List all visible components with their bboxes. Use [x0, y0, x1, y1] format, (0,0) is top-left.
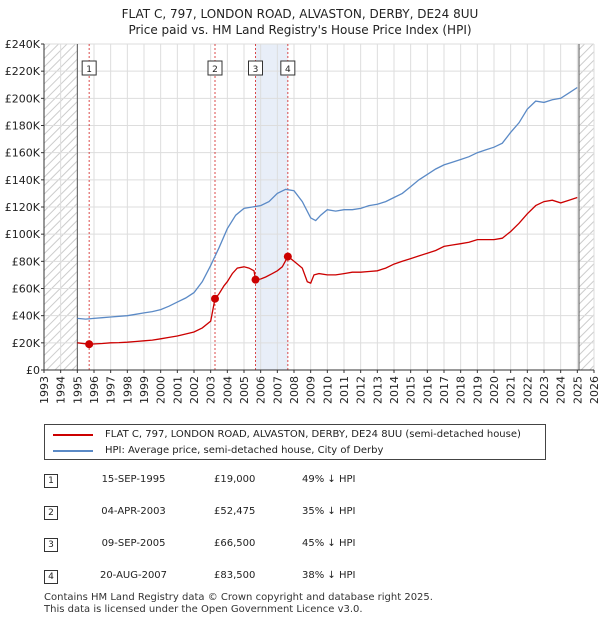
x-tick-label: 2006 — [255, 376, 268, 404]
sale-row: 3 09-SEP-2005 £66,500 45% ↓ HPI — [44, 534, 524, 558]
sale-number-badge: 3 — [44, 538, 58, 552]
sale-date: 04-APR-2003 — [101, 506, 166, 517]
y-tick-label: £0 — [26, 364, 40, 377]
x-tick-label: 1993 — [38, 376, 51, 404]
x-tick-label: 2022 — [521, 376, 534, 404]
sale-label-number: 4 — [285, 65, 291, 75]
sale-hpi-diff: 49% ↓ HPI — [302, 474, 356, 485]
x-tick-label: 2021 — [505, 376, 518, 404]
x-tick-label: 2017 — [438, 376, 451, 404]
x-tick-label: 2014 — [388, 376, 401, 404]
x-tick-label: 2025 — [571, 376, 584, 404]
y-tick-label: £60K — [12, 283, 41, 296]
x-tick-label: 2019 — [471, 376, 484, 404]
sale-point — [283, 252, 292, 261]
x-tick-label: 2013 — [371, 376, 384, 404]
legend-swatch-property — [53, 434, 93, 436]
x-tick-label: 1999 — [138, 376, 151, 404]
x-tick-label: 2007 — [271, 376, 284, 404]
y-tick-label: £20K — [12, 337, 41, 350]
x-tick-label: 2008 — [288, 376, 301, 404]
x-tick-label: 1994 — [55, 376, 68, 404]
y-tick-label: £100K — [5, 228, 41, 241]
sale-row: 2 04-APR-2003 £52,475 35% ↓ HPI — [44, 502, 524, 526]
x-tick-label: 2009 — [305, 376, 318, 404]
chart-legend: FLAT C, 797, LONDON ROAD, ALVASTON, DERB… — [44, 424, 546, 460]
x-tick-label: 2004 — [221, 376, 234, 404]
sale-label-number: 2 — [212, 65, 218, 75]
y-tick-label: £240K — [5, 38, 41, 51]
y-tick-label: £180K — [5, 120, 41, 133]
x-tick-label: 2015 — [405, 376, 418, 404]
x-tick-label: 2012 — [355, 376, 368, 404]
sale-number-badge: 4 — [44, 570, 58, 584]
x-tick-label: 2026 — [588, 376, 600, 404]
x-tick-label: 2001 — [171, 376, 184, 404]
y-tick-label: £120K — [5, 201, 41, 214]
x-tick-label: 1998 — [121, 376, 134, 404]
x-tick-label: 2002 — [188, 376, 201, 404]
legend-label-property: FLAT C, 797, LONDON ROAD, ALVASTON, DERB… — [105, 429, 521, 440]
sale-point — [211, 294, 219, 303]
sale-hpi-diff: 35% ↓ HPI — [302, 506, 356, 517]
sale-price: £19,000 — [214, 474, 256, 485]
x-tick-label: 2011 — [338, 376, 351, 404]
sale-label-number: 3 — [253, 65, 259, 75]
sale-date: 20-AUG-2007 — [99, 570, 168, 581]
x-tick-label: 2024 — [555, 376, 568, 404]
sale-label-box — [280, 60, 296, 76]
x-tick-label: 2016 — [421, 376, 434, 404]
x-tick-label: 2020 — [488, 376, 501, 404]
hpi-line — [77, 86, 578, 320]
y-tick-label: £140K — [5, 174, 41, 187]
sale-date: 15-SEP-1995 — [101, 474, 166, 485]
sale-label-number: 1 — [86, 65, 92, 75]
chart-subtitle: Price paid vs. HM Land Registry's House … — [128, 23, 472, 37]
sale-row: 1 15-SEP-1995 £19,000 49% ↓ HPI — [44, 470, 524, 494]
footer-licence: This data is licensed under the Open Gov… — [44, 604, 363, 615]
sale-hpi-diff: 45% ↓ HPI — [302, 538, 356, 549]
legend-swatch-hpi — [53, 450, 93, 452]
sale-price: £66,500 — [214, 538, 256, 549]
sale-label-box — [81, 60, 97, 76]
sale-date: 09-SEP-2005 — [101, 538, 166, 549]
sale-point — [251, 275, 260, 284]
y-tick-label: £80K — [12, 255, 41, 268]
sale-point — [85, 340, 94, 349]
sale-label-box — [207, 60, 223, 76]
sale-number-badge: 2 — [44, 506, 58, 520]
x-tick-label: 2005 — [238, 376, 251, 404]
x-tick-label: 2023 — [538, 376, 551, 404]
legend-label-hpi: HPI: Average price, semi-detached house,… — [105, 445, 384, 456]
x-tick-label: 1996 — [88, 376, 101, 404]
x-tick-label: 2018 — [455, 376, 468, 404]
chart-title: FLAT C, 797, LONDON ROAD, ALVASTON, DERB… — [121, 7, 479, 21]
sale-number-badge: 1 — [44, 474, 58, 488]
y-tick-label: £220K — [5, 65, 41, 78]
x-tick-label: 2010 — [321, 376, 334, 404]
y-tick-label: £40K — [12, 310, 41, 323]
property-price-line — [77, 196, 578, 345]
sale-price: £52,475 — [214, 506, 256, 517]
sale-price: £83,500 — [214, 570, 256, 581]
y-tick-label: £200K — [5, 92, 41, 105]
sale-label-box — [248, 60, 263, 76]
sale-hpi-diff: 38% ↓ HPI — [302, 570, 356, 581]
y-tick-label: £160K — [5, 147, 41, 160]
x-tick-label: 2003 — [205, 376, 218, 404]
sale-row: 4 20-AUG-2007 £83,500 38% ↓ HPI — [44, 566, 524, 590]
x-tick-label: 2000 — [155, 376, 168, 404]
price-chart: 1 2 3 4 £0 £20K £40K £60K £80K £100K £120K £140K £16… — [5, 38, 600, 404]
x-tick-label: 1995 — [71, 376, 84, 404]
x-tick-label: 1997 — [105, 376, 118, 404]
footer-copyright: Contains HM Land Registry data © Crown c… — [44, 592, 433, 603]
